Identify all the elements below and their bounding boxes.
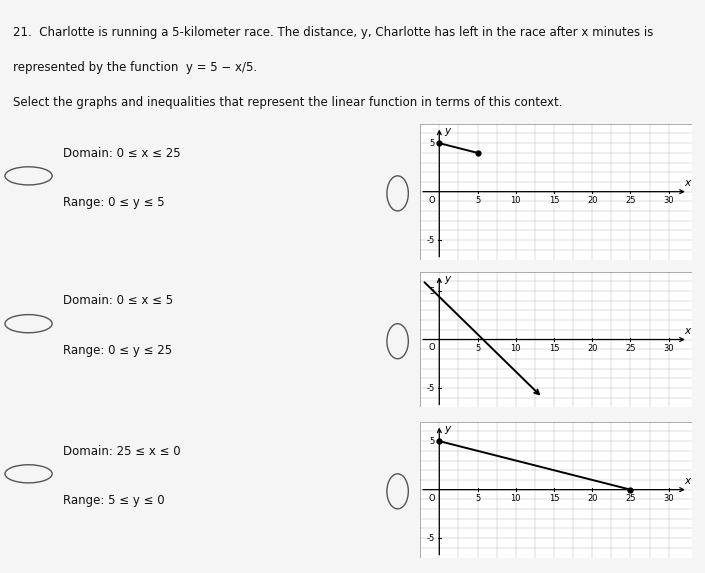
Text: Select the graphs and inequalities that represent the linear function in terms o: Select the graphs and inequalities that … bbox=[13, 96, 562, 109]
Text: -5: -5 bbox=[427, 236, 435, 245]
Text: Domain: 25 ≤ x ≤ 0: Domain: 25 ≤ x ≤ 0 bbox=[63, 445, 180, 458]
Text: O: O bbox=[429, 493, 435, 503]
Text: Domain: 0 ≤ x ≤ 5: Domain: 0 ≤ x ≤ 5 bbox=[63, 295, 173, 308]
Text: x: x bbox=[685, 326, 691, 336]
Text: O: O bbox=[429, 343, 435, 352]
Text: 10: 10 bbox=[510, 494, 521, 503]
Text: x: x bbox=[685, 476, 691, 486]
Text: y: y bbox=[444, 125, 450, 136]
Text: 30: 30 bbox=[663, 196, 674, 205]
Text: 20: 20 bbox=[587, 344, 597, 353]
Text: 5: 5 bbox=[475, 494, 480, 503]
Text: 5: 5 bbox=[475, 196, 480, 205]
Text: -5: -5 bbox=[427, 383, 435, 393]
Text: 10: 10 bbox=[510, 196, 521, 205]
Text: x: x bbox=[685, 178, 691, 189]
Text: 5: 5 bbox=[430, 139, 435, 148]
Text: O: O bbox=[429, 195, 435, 205]
Text: 25: 25 bbox=[625, 344, 636, 353]
Text: represented by the function  y = 5 − x/5.: represented by the function y = 5 − x/5. bbox=[13, 61, 257, 74]
Text: Domain: 0 ≤ x ≤ 25: Domain: 0 ≤ x ≤ 25 bbox=[63, 147, 180, 160]
Text: 5: 5 bbox=[430, 286, 435, 296]
Text: 15: 15 bbox=[548, 344, 559, 353]
Text: 25: 25 bbox=[625, 196, 636, 205]
Text: 20: 20 bbox=[587, 196, 597, 205]
Text: Range: 0 ≤ y ≤ 25: Range: 0 ≤ y ≤ 25 bbox=[63, 344, 172, 357]
Text: 21.  Charlotte is running a 5-kilometer race. The distance, y, Charlotte has lef: 21. Charlotte is running a 5-kilometer r… bbox=[13, 26, 653, 40]
Text: Range: 5 ≤ y ≤ 0: Range: 5 ≤ y ≤ 0 bbox=[63, 494, 164, 507]
Text: 15: 15 bbox=[548, 196, 559, 205]
Text: 5: 5 bbox=[475, 344, 480, 353]
Text: 10: 10 bbox=[510, 344, 521, 353]
Text: 30: 30 bbox=[663, 344, 674, 353]
Text: -5: -5 bbox=[427, 533, 435, 543]
Text: 25: 25 bbox=[625, 494, 636, 503]
Text: 15: 15 bbox=[548, 494, 559, 503]
Text: y: y bbox=[444, 423, 450, 434]
Text: 30: 30 bbox=[663, 494, 674, 503]
Text: 20: 20 bbox=[587, 494, 597, 503]
Text: 5: 5 bbox=[430, 437, 435, 446]
Text: Range: 0 ≤ y ≤ 5: Range: 0 ≤ y ≤ 5 bbox=[63, 197, 164, 209]
Text: y: y bbox=[444, 273, 450, 284]
